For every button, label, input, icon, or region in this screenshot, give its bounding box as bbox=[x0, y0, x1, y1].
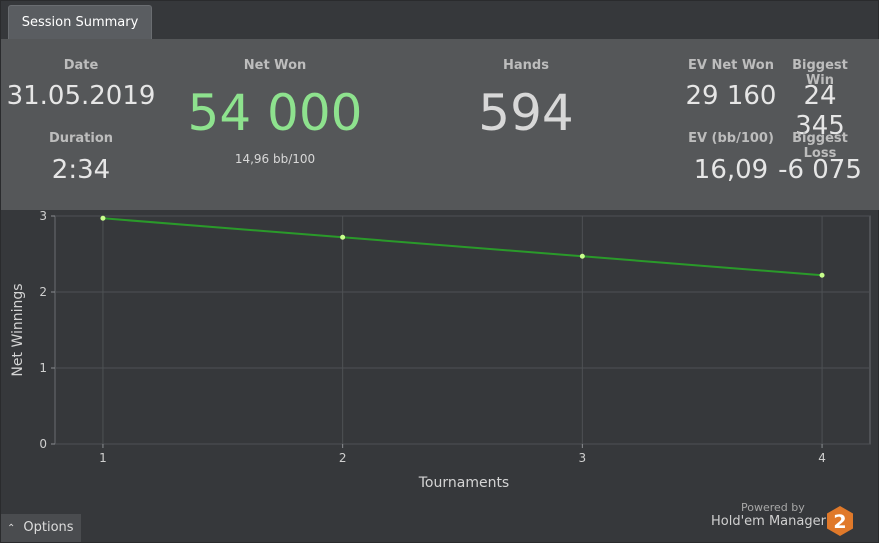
x-tick-label: 2 bbox=[339, 451, 347, 465]
options-label: Options bbox=[23, 520, 74, 535]
ev-net-won-label: EV Net Won bbox=[688, 58, 774, 73]
net-won-label: Net Won bbox=[243, 58, 307, 73]
tab-session-summary[interactable]: Session Summary bbox=[8, 5, 152, 39]
brand-name: Hold'em Manager bbox=[711, 514, 826, 529]
plot-area bbox=[54, 215, 871, 445]
net-winnings-chart: 1 2 3 4 0 1 2 3 Tournaments Net Winnings bbox=[1, 209, 879, 510]
biggest-loss-value: -6 075 bbox=[778, 155, 862, 185]
series-line bbox=[102, 217, 823, 277]
biggest-win-label: Biggest Win bbox=[792, 58, 848, 88]
duration-label: Duration bbox=[48, 131, 114, 146]
net-won-value: 54 000 bbox=[187, 84, 363, 142]
duration-value: 2:34 bbox=[51, 155, 111, 185]
x-axis-label: Tournaments bbox=[418, 475, 509, 491]
summary-panel: Date 31.05.2019 Duration 2:34 Net Won 54… bbox=[1, 39, 879, 210]
y-tick-label: 3 bbox=[39, 210, 47, 223]
ev-bb-per-100-label: EV (bb/100) bbox=[688, 131, 774, 146]
y-tick-label: 2 bbox=[39, 285, 47, 299]
powered-by-text: Powered by bbox=[741, 501, 805, 514]
biggest-win-value: 24 345 bbox=[795, 81, 845, 141]
x-tick-label: 4 bbox=[818, 451, 826, 465]
hands-value: 594 bbox=[478, 84, 574, 142]
y-axis-label: Net Winnings bbox=[10, 283, 26, 376]
logo-text: 2 bbox=[833, 511, 846, 533]
biggest-loss-label: Biggest Loss bbox=[792, 131, 848, 161]
chevron-up-icon: ⌃ bbox=[7, 523, 16, 534]
chart-svg: 1 2 3 4 0 1 2 3 Tournaments Net Winnings bbox=[10, 209, 871, 491]
x-tick-label: 3 bbox=[579, 451, 587, 465]
ev-net-won-value: 29 160 bbox=[685, 81, 777, 111]
data-point[interactable] bbox=[579, 253, 585, 259]
date-value: 31.05.2019 bbox=[6, 81, 156, 111]
ev-bb-per-100-value: 16,09 bbox=[693, 155, 769, 185]
data-point[interactable] bbox=[819, 272, 825, 278]
x-tick-label: 1 bbox=[99, 451, 107, 465]
y-tick-label: 1 bbox=[39, 361, 47, 375]
date-label: Date bbox=[63, 58, 99, 73]
net-won-bb-per-100: 14,96 bb/100 bbox=[234, 152, 316, 166]
options-button[interactable]: ⌃ Options bbox=[1, 514, 81, 542]
hem-logo-icon: 2 bbox=[827, 506, 853, 536]
data-point[interactable] bbox=[340, 234, 346, 240]
hands-label: Hands bbox=[503, 58, 549, 73]
data-point[interactable] bbox=[100, 215, 106, 221]
y-tick-label: 0 bbox=[39, 437, 47, 451]
